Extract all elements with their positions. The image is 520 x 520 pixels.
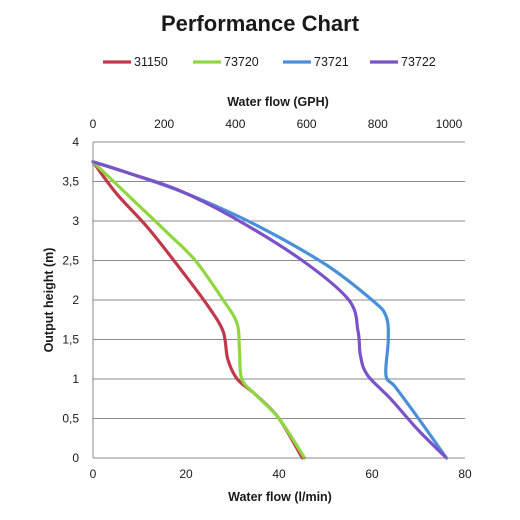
x-axis-title: Water flow (l/min) [228,490,332,504]
y-tick-label: 4 [72,135,79,149]
y-tick-label: 1 [72,372,79,386]
x2-tick-label: 400 [225,117,245,131]
x-tick-label: 0 [90,467,97,481]
y-tick-label: 0 [72,451,79,465]
series-line-31150 [91,160,304,460]
grid [93,141,465,459]
y-tick-label: 0,5 [62,412,79,426]
x-tick-label: 20 [179,467,193,481]
y-tick-label: 3,5 [62,175,79,189]
y-tick-label: 1,5 [62,333,79,347]
y-tick-label: 3 [72,214,79,228]
legend-label: 31150 [134,55,168,69]
legend: 31150 73720 73721 73722 [103,55,436,69]
axes: 00,511,522,533,540 20 40 60 800 200 400 600 800 1… [62,117,472,481]
x2-tick-label: 600 [297,117,317,131]
legend-label: 73722 [401,55,436,69]
series-line-73722 [91,160,448,460]
series-line-73720 [91,160,307,460]
x2-axis-title: Water flow (GPH) [227,95,329,109]
series-line-73721 [91,160,448,460]
y-tick-label: 2 [72,293,79,307]
legend-label: 73721 [314,55,349,69]
x-tick-label: 40 [272,467,286,481]
x2-tick-label: 800 [368,117,388,131]
series-layer [91,160,448,460]
y-axis-title: Output height (m) [42,248,56,353]
y-tick-label: 2,5 [62,254,79,268]
x-tick-label: 60 [365,467,379,481]
x-tick-label: 80 [458,467,472,481]
chart-title: Performance Chart [161,11,360,36]
legend-label: 73720 [224,55,259,69]
x2-tick-label: 0 [90,117,97,131]
x2-tick-label: 200 [154,117,174,131]
x2-tick-label: 1000 [436,117,463,131]
